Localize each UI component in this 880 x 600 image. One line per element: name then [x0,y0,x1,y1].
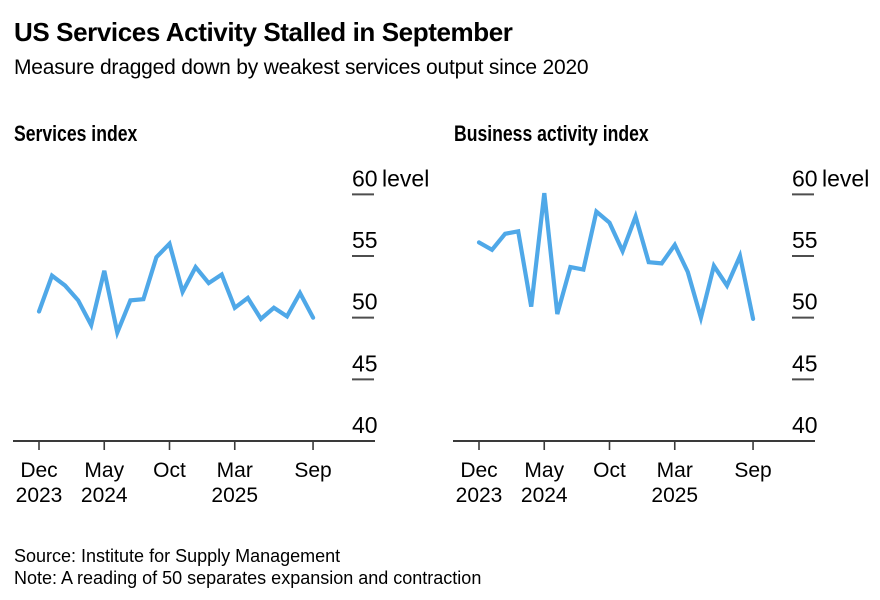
business-activity-panel: Business activity index 40 45 50 55 60 level D… [440,120,880,520]
svg-text:May: May [84,459,124,482]
svg-text:40: 40 [792,412,818,438]
svg-text:Sep: Sep [294,459,331,482]
svg-text:45: 45 [352,350,378,376]
services-index-panel: Services index 40 45 50 55 60 level Dec 2023 May… [0,120,440,520]
svg-text:55: 55 [792,227,818,253]
svg-text:45: 45 [792,350,818,376]
svg-text:level: level [822,165,869,191]
svg-text:Oct: Oct [153,459,186,482]
svg-text:Dec: Dec [460,459,497,482]
svg-text:50: 50 [352,289,378,315]
svg-text:50: 50 [792,289,818,315]
svg-text:2025: 2025 [211,484,258,507]
svg-text:Mar: Mar [217,459,253,482]
svg-text:May: May [524,459,564,482]
svg-text:level: level [382,165,429,191]
svg-text:60: 60 [792,165,818,191]
svg-text:40: 40 [352,412,378,438]
svg-text:55: 55 [352,227,378,253]
svg-text:60: 60 [352,165,378,191]
svg-text:2023: 2023 [16,484,63,507]
svg-text:2023: 2023 [456,484,503,507]
footer: Source: Institute for Supply Management … [14,545,481,589]
chart-title-services-index: Services index [14,121,138,146]
svg-text:Oct: Oct [593,459,626,482]
svg-text:2024: 2024 [81,484,128,507]
source-line: Source: Institute for Supply Management [14,546,341,566]
svg-text:Dec: Dec [20,459,57,482]
svg-text:2025: 2025 [651,484,698,507]
svg-text:2024: 2024 [521,484,568,507]
note-line: Note: A reading of 50 separates expansio… [14,568,482,588]
page-subtitle: Measure dragged down by weakest services… [14,56,589,79]
chart-title-business-activity: Business activity index [454,121,649,146]
page-title: US Services Activity Stalled in Septembe… [14,17,513,47]
svg-text:Sep: Sep [734,459,771,482]
svg-text:Mar: Mar [657,459,693,482]
